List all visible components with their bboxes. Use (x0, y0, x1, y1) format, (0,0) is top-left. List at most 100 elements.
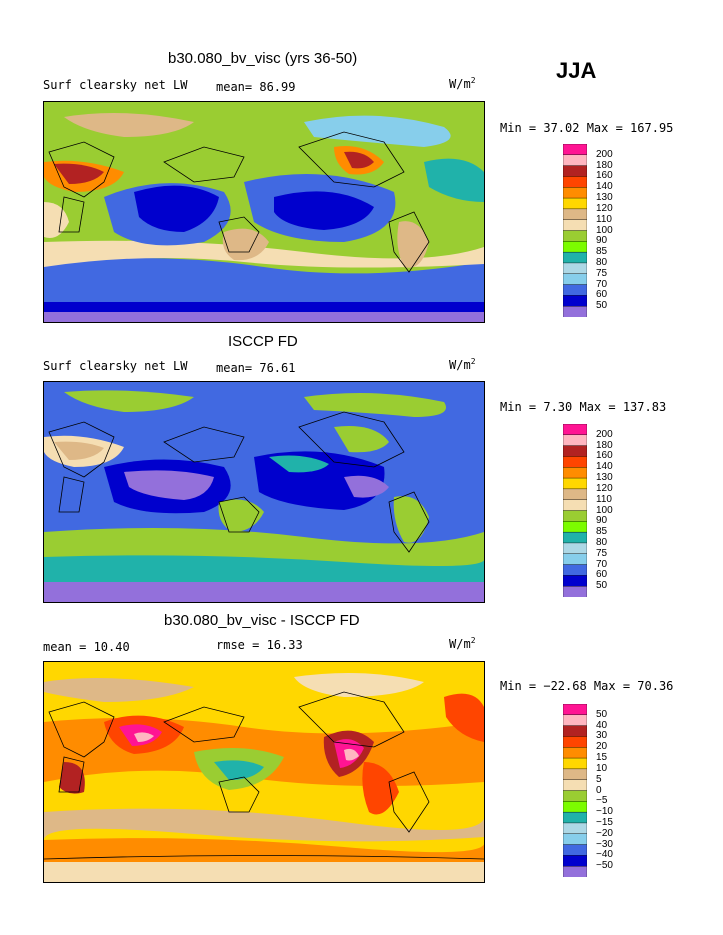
panel-3-map (43, 661, 485, 883)
colorbar-swatch (562, 230, 588, 242)
panel-1-map (43, 101, 485, 323)
colorbar-swatch (562, 154, 588, 167)
colorbar-swatch (562, 585, 588, 598)
colorbar-level-label: 30 (596, 730, 608, 742)
colorbar-level-label: 50 (596, 580, 608, 592)
colorbar-level-label: 5 (596, 773, 602, 785)
colorbar-swatch (562, 703, 588, 716)
colorbar-level-label: −5 (596, 795, 608, 807)
colorbar-level-label: 120 (596, 482, 613, 494)
colorbar-level-label: 50 (596, 708, 608, 720)
colorbar-swatch (562, 456, 588, 468)
panel-1-colorbar-svg (562, 143, 588, 318)
colorbar-level-label: 140 (596, 181, 613, 193)
colorbar-level-label: 80 (596, 536, 608, 548)
colorbar-level-label: 70 (596, 558, 608, 570)
colorbar-swatch (562, 736, 588, 748)
panel-3-map-svg (43, 662, 485, 882)
colorbar-level-label: −20 (596, 827, 613, 839)
colorbar-swatch (562, 790, 588, 802)
colorbar-level-label: 180 (596, 439, 613, 451)
colorbar-level-label: 120 (596, 202, 613, 214)
colorbar-swatch (562, 779, 588, 792)
colorbar-swatch (562, 714, 588, 727)
colorbar-level-label: −10 (596, 806, 613, 818)
panel-2-units: W/m2 (449, 357, 476, 372)
colorbar-level-label: 200 (596, 148, 613, 160)
colorbar-swatch (562, 165, 588, 177)
colorbar-swatch (562, 445, 588, 457)
colorbar-level-label: −50 (596, 860, 613, 872)
colorbar-swatch (562, 434, 588, 447)
colorbar-swatch (562, 822, 588, 835)
colorbar-swatch (562, 219, 588, 232)
colorbar-swatch (562, 510, 588, 522)
colorbar-level-label: 110 (596, 213, 612, 225)
colorbar-level-label: 90 (596, 235, 608, 247)
panel-1-units: W/m2 (449, 76, 476, 91)
colorbar-level-label: 160 (596, 450, 613, 462)
colorbar-level-label: 20 (596, 741, 608, 753)
colorbar-swatch (562, 143, 588, 156)
colorbar-level-label: 60 (596, 569, 608, 581)
colorbar-level-label: 40 (596, 719, 608, 731)
panel-2-variable-label: Surf clearsky net LW (43, 359, 188, 373)
panel-2-colorbar (562, 423, 588, 598)
colorbar-swatch (562, 564, 588, 576)
colorbar-level-label: 75 (596, 267, 608, 279)
panel-2-mean-label: mean= 76.61 (216, 361, 296, 375)
colorbar-swatch (562, 768, 588, 781)
panel-3-minmax: Min = −22.68 Max = 70.36 (500, 679, 674, 693)
colorbar-swatch (562, 833, 588, 846)
colorbar-swatch (562, 284, 588, 296)
panel-1-mean-label: mean= 86.99 (216, 80, 296, 94)
colorbar-level-label: 10 (596, 762, 608, 774)
colorbar-swatch (562, 176, 588, 188)
colorbar-swatch (562, 273, 588, 286)
panel-1-minmax: Min = 37.02 Max = 167.95 (500, 121, 674, 135)
panel-3-colorbar-svg (562, 703, 588, 878)
colorbar-swatch (562, 757, 588, 770)
season-label: JJA (556, 58, 597, 83)
colorbar-level-label: 180 (596, 159, 613, 171)
colorbar-level-label: −40 (596, 849, 613, 861)
colorbar-level-label: −15 (596, 816, 613, 828)
panel-2-colorbar-svg (562, 423, 588, 598)
colorbar-level-label: 50 (596, 300, 608, 312)
panel-2-minmax: Min = 7.30 Max = 137.83 (500, 400, 667, 414)
panel-3-title: b30.080_bv_visc - ISCCP FD (164, 612, 360, 629)
colorbar-level-label: 200 (596, 428, 613, 440)
colorbar-swatch (562, 801, 588, 813)
colorbar-swatch (562, 197, 588, 210)
colorbar-swatch (562, 499, 588, 512)
panel-1-colorbar (562, 143, 588, 318)
panel-1-map-svg (44, 102, 484, 322)
colorbar-level-label: −30 (596, 838, 613, 850)
colorbar-level-label: 0 (596, 784, 602, 796)
panel-2-map (43, 381, 485, 603)
colorbar-swatch (562, 488, 588, 501)
colorbar-level-label: 85 (596, 246, 608, 258)
panel-3-rmse-label: rmse = 16.33 (216, 638, 303, 652)
colorbar-level-label: 75 (596, 547, 608, 559)
colorbar-level-label: 70 (596, 278, 608, 290)
colorbar-swatch (562, 423, 588, 436)
colorbar-level-label: 90 (596, 515, 608, 527)
panel-3-colorbar (562, 703, 588, 878)
colorbar-swatch (562, 575, 588, 587)
colorbar-swatch (562, 531, 588, 544)
colorbar-swatch (562, 295, 588, 307)
panel-3-mean-label: mean = 10.40 (43, 640, 130, 654)
colorbar-level-label: 160 (596, 170, 613, 182)
panel-3-units: W/m2 (449, 636, 476, 651)
colorbar-level-label: 85 (596, 526, 608, 538)
colorbar-swatch (562, 262, 588, 275)
colorbar-swatch (562, 251, 588, 264)
colorbar-swatch (562, 305, 588, 318)
colorbar-swatch (562, 477, 588, 490)
colorbar-swatch (562, 844, 588, 856)
colorbar-swatch (562, 865, 588, 878)
colorbar-swatch (562, 521, 588, 533)
colorbar-level-label: 100 (596, 504, 613, 516)
panel-2-title: ISCCP FD (228, 333, 298, 350)
